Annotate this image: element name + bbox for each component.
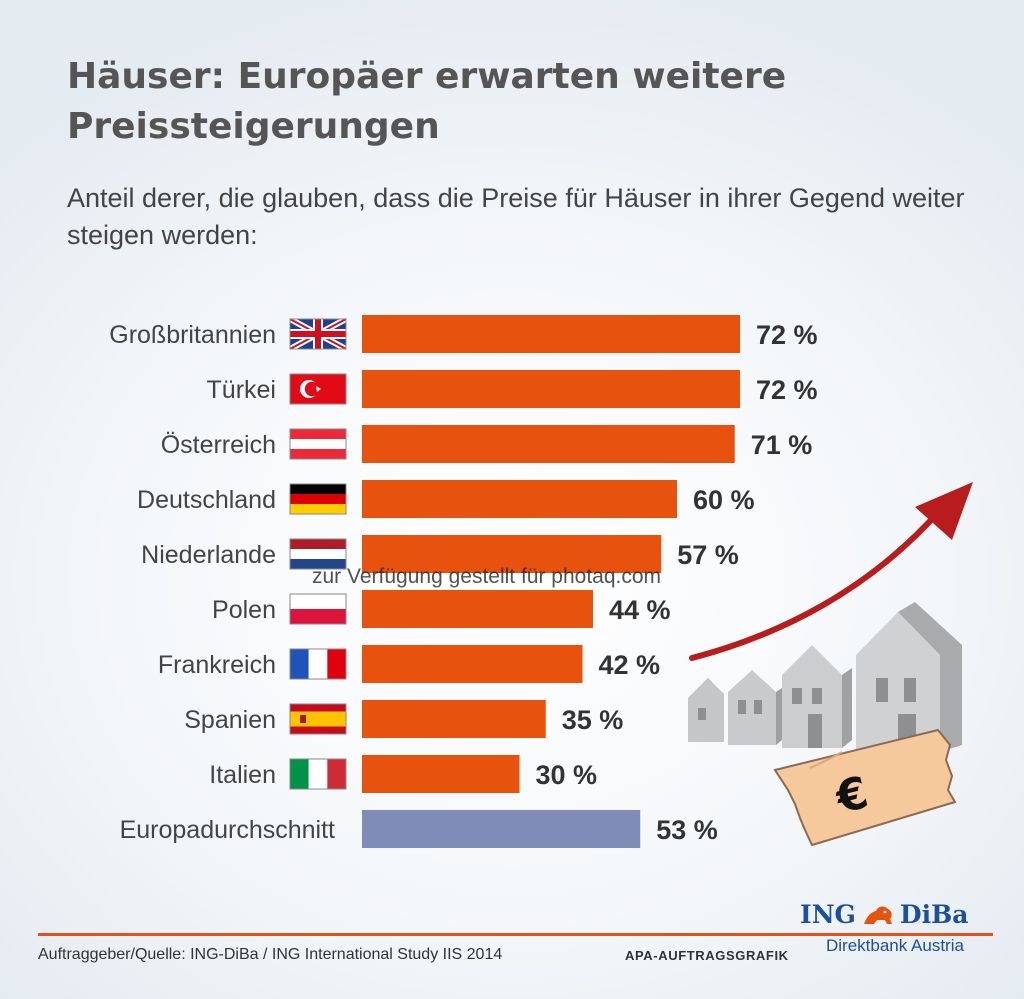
flag-netherlands-icon bbox=[289, 538, 347, 570]
logo-subtitle: Direktbank Austria bbox=[826, 936, 964, 955]
bar-polen bbox=[362, 590, 593, 628]
value-label-grossbritannien: 72 % bbox=[756, 320, 818, 350]
bar-spanien bbox=[362, 700, 546, 738]
value-label-italien: 30 % bbox=[536, 760, 598, 790]
bar-deutschland bbox=[362, 480, 677, 518]
value-label-europadurchschnitt: 53 % bbox=[656, 815, 718, 845]
category-label-turkei: Türkei bbox=[207, 376, 276, 404]
footer-divider bbox=[38, 933, 993, 936]
logo-name: ING bbox=[800, 900, 856, 929]
lion-icon bbox=[863, 906, 892, 924]
euro-banknote-icon: € bbox=[773, 728, 957, 847]
bar-osterreich bbox=[362, 425, 735, 463]
category-label-italien: Italien bbox=[209, 761, 276, 789]
category-label-grossbritannien: Großbritannien bbox=[109, 321, 276, 349]
category-label-europadurchschnitt: Europadurchschnitt bbox=[120, 816, 335, 844]
chart-title: Häuser: Europäer erwarten weitere Preiss… bbox=[67, 56, 787, 147]
bar-italien bbox=[362, 755, 520, 793]
illustration: € bbox=[688, 482, 973, 847]
houses-icon bbox=[688, 602, 962, 752]
flag-turkey-icon bbox=[289, 373, 347, 405]
flag-poland-icon bbox=[289, 593, 347, 625]
logo-name2: DiBa bbox=[899, 900, 969, 929]
ing-diba-logo: ING DiBa Direktbank Austria bbox=[800, 900, 968, 956]
bar-niederlande bbox=[362, 535, 662, 573]
category-label-osterreich: Österreich bbox=[161, 431, 276, 459]
value-label-frankreich: 42 % bbox=[599, 650, 661, 680]
category-label-frankreich: Frankreich bbox=[158, 651, 276, 679]
rising-arrow-icon bbox=[689, 482, 973, 661]
category-label-deutschland: Deutschland bbox=[137, 486, 276, 514]
value-label-spanien: 35 % bbox=[562, 705, 624, 735]
bar-grossbritannien bbox=[362, 315, 740, 353]
value-label-turkei: 72 % bbox=[756, 375, 818, 405]
apa-label: APA-AUFTRAGSGRAFIK bbox=[625, 948, 789, 963]
flag-uk-icon bbox=[288, 316, 348, 352]
value-label-polen: 44 % bbox=[609, 595, 671, 625]
flag-italy-icon bbox=[289, 758, 347, 790]
flag-france-icon bbox=[289, 648, 347, 680]
value-label-osterreich: 71 % bbox=[751, 430, 813, 460]
watermark: zur Verfügung gestellt für photaq.com bbox=[312, 565, 662, 588]
value-label-niederlande: 57 % bbox=[677, 540, 739, 570]
category-label-polen: Polen bbox=[212, 596, 276, 624]
flag-austria-icon bbox=[289, 428, 347, 460]
source-note: Auftraggeber/Quelle: ING-DiBa / ING Inte… bbox=[38, 946, 503, 963]
value-label-deutschland: 60 % bbox=[693, 485, 755, 515]
chart-subtitle: Anteil derer, die glauben, dass die Prei… bbox=[67, 183, 965, 250]
category-label-niederlande: Niederlande bbox=[141, 541, 276, 569]
bar-frankreich bbox=[362, 645, 583, 683]
bar-europadurchschnitt bbox=[362, 810, 641, 848]
category-label-spanien: Spanien bbox=[184, 706, 276, 734]
bar-chart: Großbritannien 72 % Türkei 72 % Österreich 71… bbox=[109, 315, 973, 848]
bar-turkei bbox=[362, 370, 740, 408]
flag-spain-icon bbox=[289, 703, 347, 735]
flag-germany-icon bbox=[289, 483, 347, 515]
